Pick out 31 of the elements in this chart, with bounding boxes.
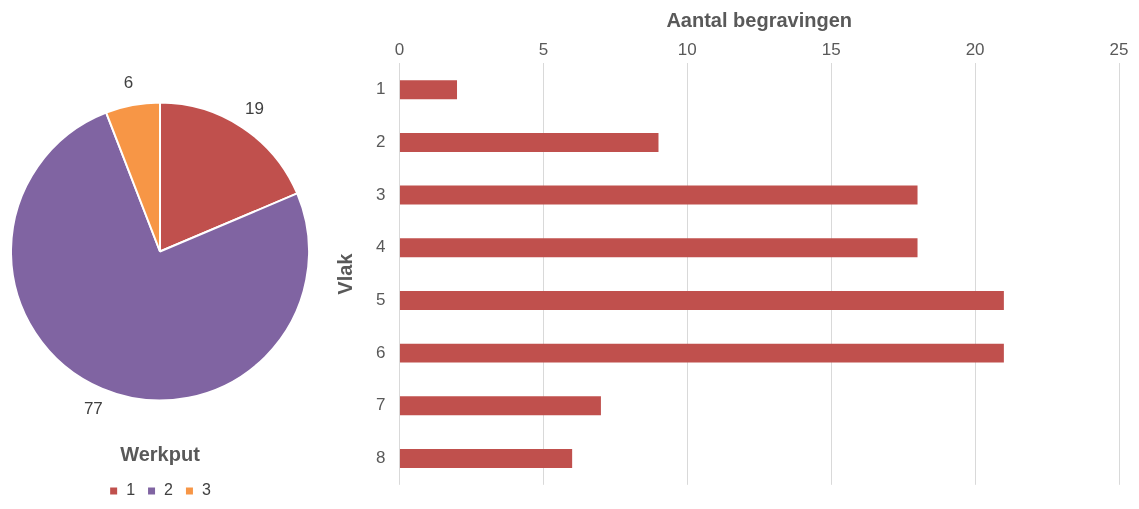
x-tick-label: 5 [538,39,549,59]
bar [399,448,573,468]
data-label: 77 [83,398,103,418]
x-tick-label: 10 [677,39,697,59]
bar [399,238,918,258]
bar [399,290,1004,310]
x-tick-label: 20 [965,39,985,59]
legend-label: 1 [126,481,136,499]
legend-title: Werkput [120,442,201,465]
x-tick-label: 25 [1109,39,1129,59]
y-tick-label: 1 [375,79,386,99]
bar [399,396,601,416]
y-tick-label: 7 [375,395,386,415]
y-tick-label: 6 [375,342,386,362]
x-axis-title: Aantal begravingen [666,8,853,31]
legend-label: 2 [164,481,174,499]
y-tick-label: 5 [375,290,386,310]
bar [399,185,918,205]
x-tick-label: 15 [821,39,841,59]
y-tick-label: 2 [375,132,386,152]
bar [399,80,458,100]
y-axis-title: Vlak [333,252,356,295]
bar [399,132,659,152]
y-tick-label: 3 [375,184,386,204]
y-tick-label: 8 [375,448,386,468]
legend-label: 3 [201,481,211,499]
bar [399,343,1004,363]
data-label: 6 [123,73,134,93]
data-label: 19 [244,98,264,118]
x-tick-label: 0 [394,39,405,59]
y-tick-label: 4 [375,237,386,257]
